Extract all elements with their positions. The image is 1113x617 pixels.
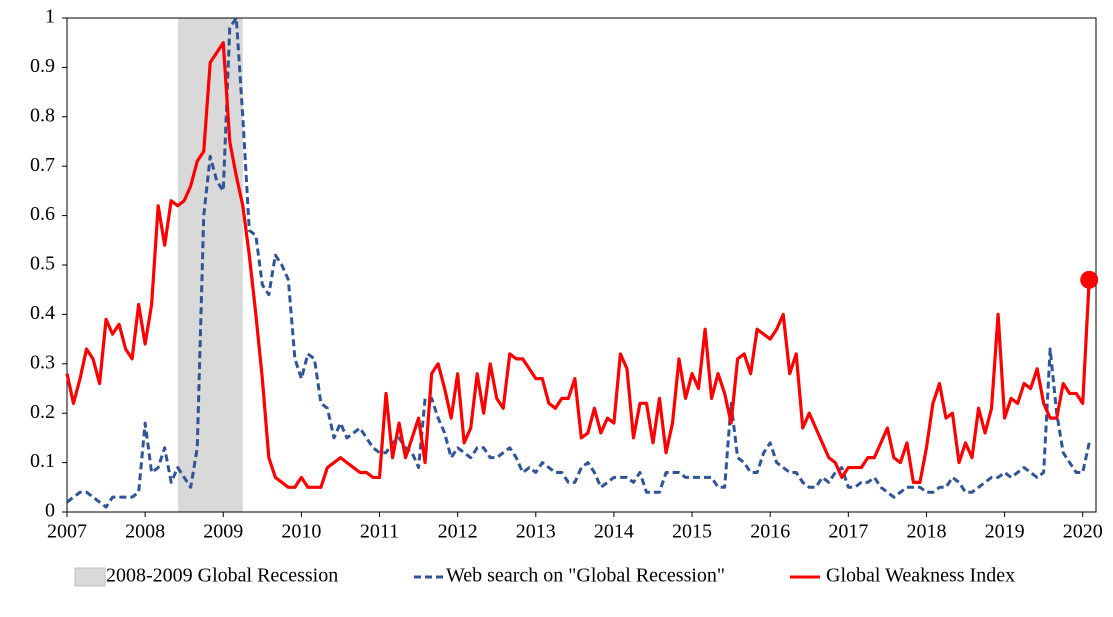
y-tick-label: 0.2	[30, 401, 55, 423]
y-tick-label: 0	[45, 500, 55, 522]
y-tick-label: 0.6	[30, 203, 55, 225]
legend-swatch	[74, 567, 106, 587]
y-tick-label: 0.4	[30, 302, 55, 324]
end-marker	[1080, 270, 1099, 289]
x-tick-label: 2014	[594, 521, 634, 543]
legend-label: Web search on "Global Recession"	[446, 565, 725, 587]
y-tick-label: 0.7	[30, 154, 55, 176]
x-tick-label: 2012	[438, 521, 478, 543]
y-tick-label: 0.8	[30, 104, 55, 126]
series-line	[65, 41, 1091, 489]
x-tick-label: 2010	[281, 521, 321, 543]
y-tick-label: 0.5	[30, 253, 55, 275]
x-tick-label: 2019	[985, 521, 1025, 543]
y-tick-label: 0.9	[30, 55, 55, 77]
y-tick-label: 1	[45, 6, 55, 28]
x-tick-label: 2016	[750, 521, 790, 543]
x-tick-label: 2013	[516, 521, 556, 543]
recession-band	[177, 18, 243, 512]
series-line	[66, 16, 1091, 509]
x-tick-label: 2017	[828, 521, 868, 543]
y-tick-label: 0.1	[30, 450, 55, 472]
x-tick-label: 2018	[906, 521, 946, 543]
legend-label: 2008-2009 Global Recession	[106, 565, 338, 587]
x-tick-label: 2011	[360, 521, 399, 543]
y-tick-label: 0.3	[30, 351, 55, 373]
x-tick-label: 2007	[47, 521, 87, 543]
x-tick-label: 2020	[1063, 521, 1103, 543]
x-tick-label: 2008	[125, 521, 165, 543]
x-tick-label: 2009	[203, 521, 243, 543]
legend-label: Global Weakness Index	[826, 565, 1015, 587]
x-tick-label: 2015	[672, 521, 712, 543]
